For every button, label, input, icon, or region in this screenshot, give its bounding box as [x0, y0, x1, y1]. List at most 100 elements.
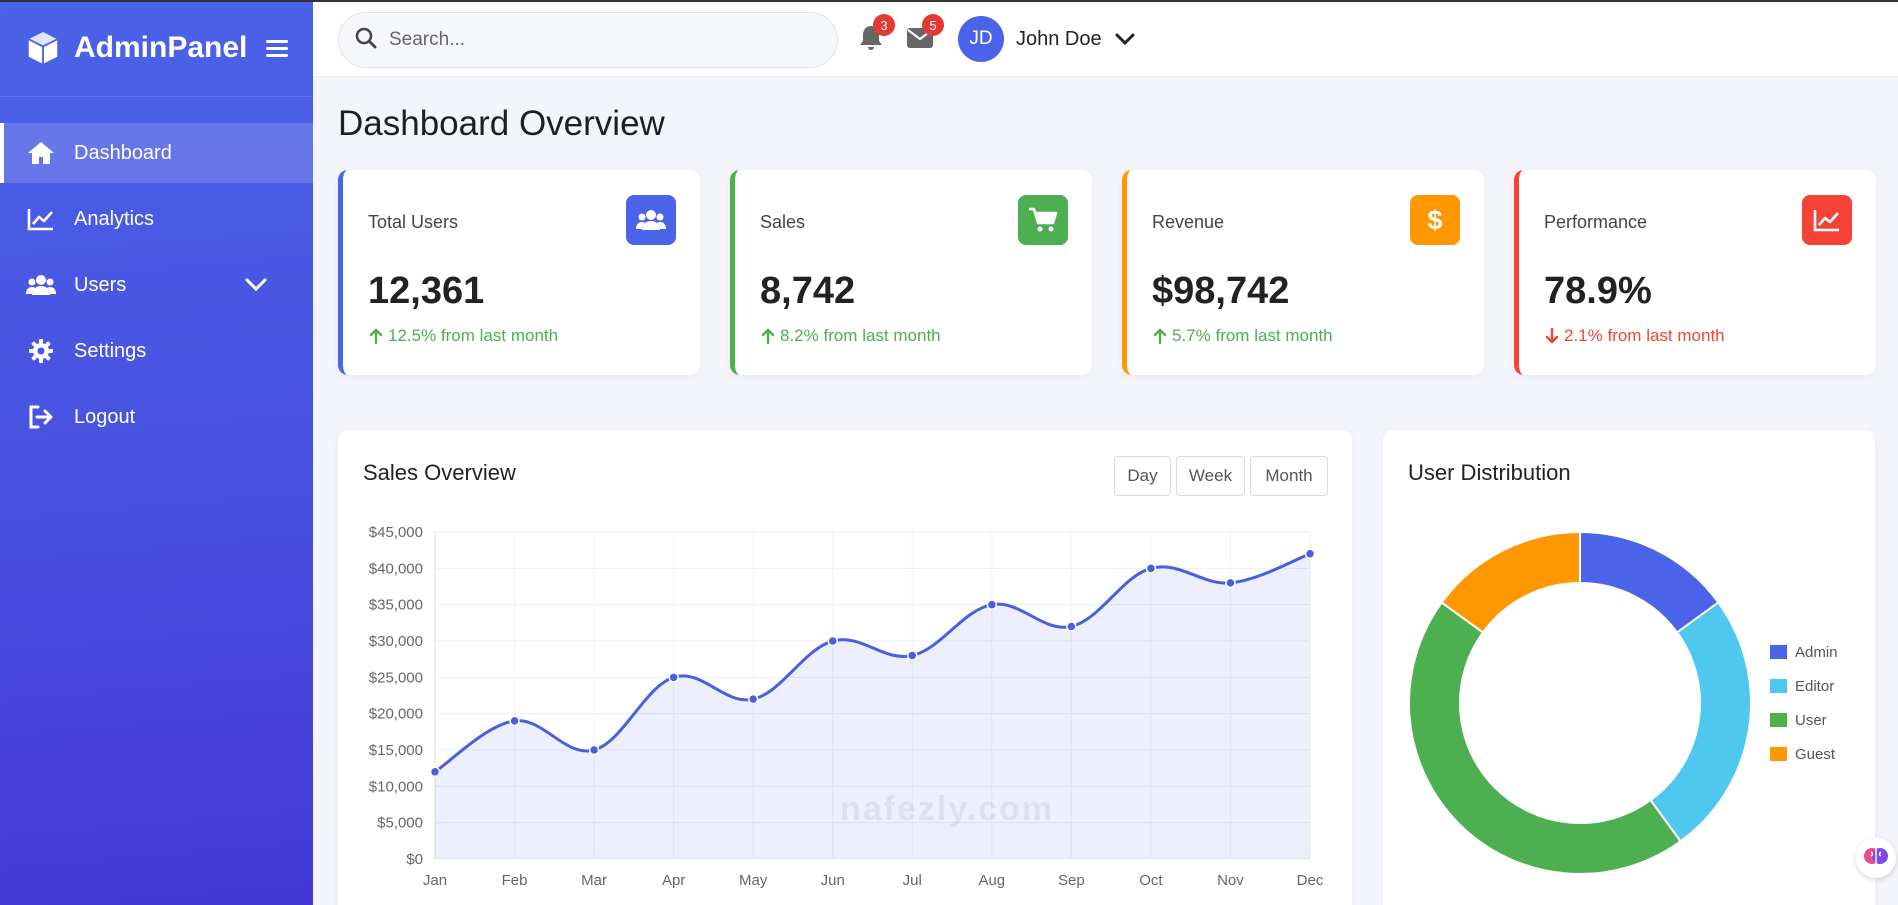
stat-title: Sales	[760, 212, 806, 232]
home-icon	[26, 138, 56, 168]
data-point[interactable]	[1066, 621, 1077, 632]
data-point[interactable]	[827, 635, 838, 647]
sidebar-item-settings[interactable]: Settings	[0, 321, 313, 381]
stat-value: $98,742	[1152, 270, 1290, 312]
brand-name[interactable]: AdminPanel	[74, 31, 248, 64]
data-point[interactable]	[509, 715, 520, 727]
stat-title: Performance	[1544, 212, 1648, 232]
donut-slice-user[interactable]	[1408, 601, 1682, 875]
watermark: nafezly.com	[840, 790, 1055, 828]
x-tick-label: Sep	[1058, 872, 1085, 889]
search-box[interactable]	[338, 12, 838, 68]
sidebar-item-label: Settings	[74, 339, 147, 362]
top-header: 3 5 JD John Doe	[313, 2, 1898, 77]
stat-title: Revenue	[1152, 212, 1225, 232]
legend-swatch[interactable]	[1770, 679, 1787, 693]
stat-change-text: 5.7% from last month	[1172, 326, 1333, 345]
arrow-up-icon	[1152, 327, 1168, 345]
donut-slice-editor[interactable]	[1649, 601, 1752, 843]
users-icon	[626, 195, 676, 245]
sales-line-chart[interactable]: $0 $5,000 $10,000 $15,000 $20,000 $25,000 $30,…	[338, 515, 1352, 905]
sidebar-item-logout[interactable]: Logout	[0, 387, 313, 447]
legend-label[interactable]: Editor	[1795, 678, 1834, 695]
y-tick-label: $5,000	[377, 815, 423, 832]
gear-icon	[26, 336, 56, 366]
sidebar-item-label: Dashboard	[74, 141, 172, 164]
svg-text:$: $	[1427, 205, 1442, 235]
data-point[interactable]	[907, 650, 918, 661]
top-border	[0, 0, 1898, 2]
legend-swatch[interactable]	[1770, 713, 1787, 727]
stat-value: 8,742	[760, 270, 856, 312]
notifications-badge: 3	[873, 14, 895, 36]
notifications-button[interactable]: 3	[853, 14, 895, 58]
data-point[interactable]	[1304, 548, 1316, 560]
stat-change: 8.2% from last month	[760, 326, 941, 346]
stat-change-text: 8.2% from last month	[780, 326, 941, 345]
x-tick-label: Jul	[903, 872, 922, 889]
x-tick-label: Dec	[1297, 872, 1324, 889]
search-input[interactable]	[389, 29, 809, 51]
menu-icon[interactable]	[265, 36, 289, 60]
arrow-up-icon	[368, 327, 384, 345]
data-point[interactable]	[986, 599, 998, 610]
dollar-icon: $	[1410, 195, 1460, 245]
legend-label[interactable]: Guest	[1795, 746, 1836, 763]
stat-card-performance: Performance 78.9% 2.1% from last month	[1514, 170, 1876, 375]
legend-label[interactable]: User	[1795, 712, 1827, 729]
sidebar-item-label: Logout	[74, 405, 136, 428]
panel-title: Sales Overview	[363, 460, 516, 485]
sidebar-item-dashboard[interactable]: Dashboard	[0, 123, 313, 183]
chart-line-icon	[1802, 195, 1852, 245]
donut-slice-guest[interactable]	[1440, 530, 1581, 634]
data-point[interactable]	[429, 766, 441, 778]
stat-change: 5.7% from last month	[1152, 326, 1333, 346]
range-month-button[interactable]: Month	[1250, 456, 1328, 496]
stat-change: 12.5% from last month	[368, 326, 558, 346]
assistant-button[interactable]	[1856, 838, 1896, 878]
data-point[interactable]	[588, 744, 600, 756]
user-menu[interactable]: JD John Doe	[958, 16, 1136, 62]
chevron-down-icon[interactable]	[1114, 28, 1136, 50]
data-point[interactable]	[668, 672, 679, 683]
user-name[interactable]: John Doe	[1016, 27, 1102, 50]
legend-swatch[interactable]	[1770, 645, 1787, 659]
brand: AdminPanel	[0, 0, 313, 97]
sidebar-item-analytics[interactable]: Analytics	[0, 189, 313, 249]
x-tick-label: Feb	[502, 872, 528, 889]
y-tick-label: $0	[406, 851, 423, 868]
messages-button[interactable]: 5	[902, 14, 944, 58]
messages-badge: 5	[922, 14, 944, 36]
stat-value: 78.9%	[1544, 270, 1652, 312]
x-tick-label: Nov	[1217, 872, 1244, 889]
y-tick-label: $15,000	[369, 742, 423, 759]
range-day-button[interactable]: Day	[1114, 456, 1171, 496]
x-tick-label: Jan	[423, 872, 447, 889]
y-tick-label: $30,000	[369, 633, 423, 650]
x-tick-label: Jun	[821, 872, 845, 889]
sales-area-fill	[435, 553, 1310, 859]
stat-change-text: 12.5% from last month	[388, 326, 559, 345]
brain-icon	[1863, 844, 1889, 873]
stat-change: 2.1% from last month	[1544, 326, 1725, 346]
arrow-down-icon	[1544, 327, 1560, 345]
sidebar-item-users[interactable]: Users	[0, 255, 313, 315]
search-icon	[355, 27, 377, 54]
stat-title: Total Users	[368, 212, 459, 232]
users-icon	[26, 270, 56, 300]
chevron-down-icon[interactable]	[243, 272, 269, 298]
y-tick-label: $35,000	[369, 597, 423, 614]
range-week-button[interactable]: Week	[1176, 456, 1245, 496]
legend-label[interactable]: Admin	[1795, 644, 1838, 661]
legend-swatch[interactable]	[1770, 747, 1787, 761]
x-tick-label: Aug	[978, 872, 1005, 889]
stat-card-sales: Sales 8,742 8.2% from last month	[730, 170, 1092, 375]
avatar[interactable]: JD	[958, 16, 1004, 62]
x-tick-label: Oct	[1139, 872, 1163, 889]
x-tick-label: Mar	[581, 872, 607, 889]
user-distribution-donut[interactable]: Admin Editor User Guest	[1383, 515, 1875, 905]
y-tick-label: $20,000	[369, 706, 423, 723]
data-point[interactable]	[1145, 563, 1157, 574]
data-point[interactable]	[747, 693, 759, 705]
data-point[interactable]	[1225, 577, 1236, 589]
